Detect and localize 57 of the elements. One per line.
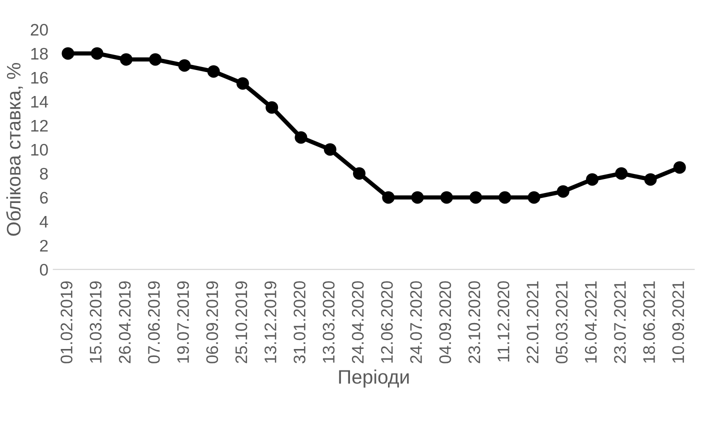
x-tick-label: 13.03.2020 (322, 281, 335, 363)
x-tick-label: 22.01.2021 (526, 281, 538, 364)
point (644, 173, 657, 186)
x-tick-label: 11.12.2020 (498, 281, 510, 362)
x-tick-label: 23.10.2020 (468, 281, 480, 364)
y-tick-label: 16 (31, 72, 48, 84)
y-tick-label: 4 (40, 216, 48, 228)
point (673, 161, 686, 174)
y-tick-label: 14 (31, 96, 48, 108)
x-tick-label: 05.03.2021 (556, 281, 568, 364)
point (382, 191, 395, 204)
point (469, 191, 482, 204)
x-tick-label: 13.12.2019 (264, 281, 276, 363)
x-tick-label: 24.04.2020 (352, 281, 364, 364)
y-tick-label: 2 (40, 240, 48, 252)
x-tick-label: 24.07.2020 (410, 281, 422, 364)
x-tick-label: 31.01.2020 (294, 281, 306, 364)
point (586, 173, 599, 186)
y-tick-label: 18 (31, 48, 48, 60)
x-tick-label: 12.06.2020 (381, 281, 393, 363)
y-tick-label: 10 (31, 144, 48, 156)
point (62, 47, 74, 60)
point (498, 191, 512, 204)
y-tick-label: 12 (31, 120, 48, 132)
x-tick-label: 23.07.2021 (614, 281, 626, 364)
x-tick-label: 19.07.2019 (177, 281, 189, 363)
point (440, 191, 453, 204)
point (178, 59, 191, 72)
x-tick-label: 25.10.2019 (235, 281, 248, 364)
point (266, 101, 278, 114)
x-tick-label: 01.02.2019 (60, 281, 72, 364)
point (90, 47, 104, 60)
x-tick-label: 16.04.2021 (584, 281, 597, 363)
x-tick-label: 15.03.2019 (90, 281, 102, 363)
x-tick-label: 07.06.2019 (148, 281, 160, 364)
y-tick-label: 20 (30, 24, 48, 36)
x-tick-label: 10.09.2021 (672, 281, 684, 363)
point (236, 77, 249, 90)
point (149, 53, 162, 66)
y-tick-label: 8 (40, 168, 48, 180)
point (615, 167, 628, 180)
x-tick-label: 18.06.2021 (643, 281, 655, 363)
point (120, 53, 132, 66)
point (556, 185, 570, 198)
point (411, 191, 424, 204)
x-tick-label: 26.04.2019 (118, 281, 131, 364)
point (324, 143, 336, 156)
y-axis-title: Облікова ставка, % (6, 62, 23, 236)
point (207, 65, 220, 78)
point (352, 167, 366, 180)
y-tick-label: 6 (40, 192, 48, 204)
x-axis-title: Періоди (339, 370, 409, 388)
x-tick-label: 06.09.2019 (206, 281, 218, 364)
point (528, 191, 540, 204)
y-tick-label: 0 (40, 264, 48, 276)
point (294, 131, 308, 144)
x-tick-label: 04.09.2020 (439, 281, 452, 364)
